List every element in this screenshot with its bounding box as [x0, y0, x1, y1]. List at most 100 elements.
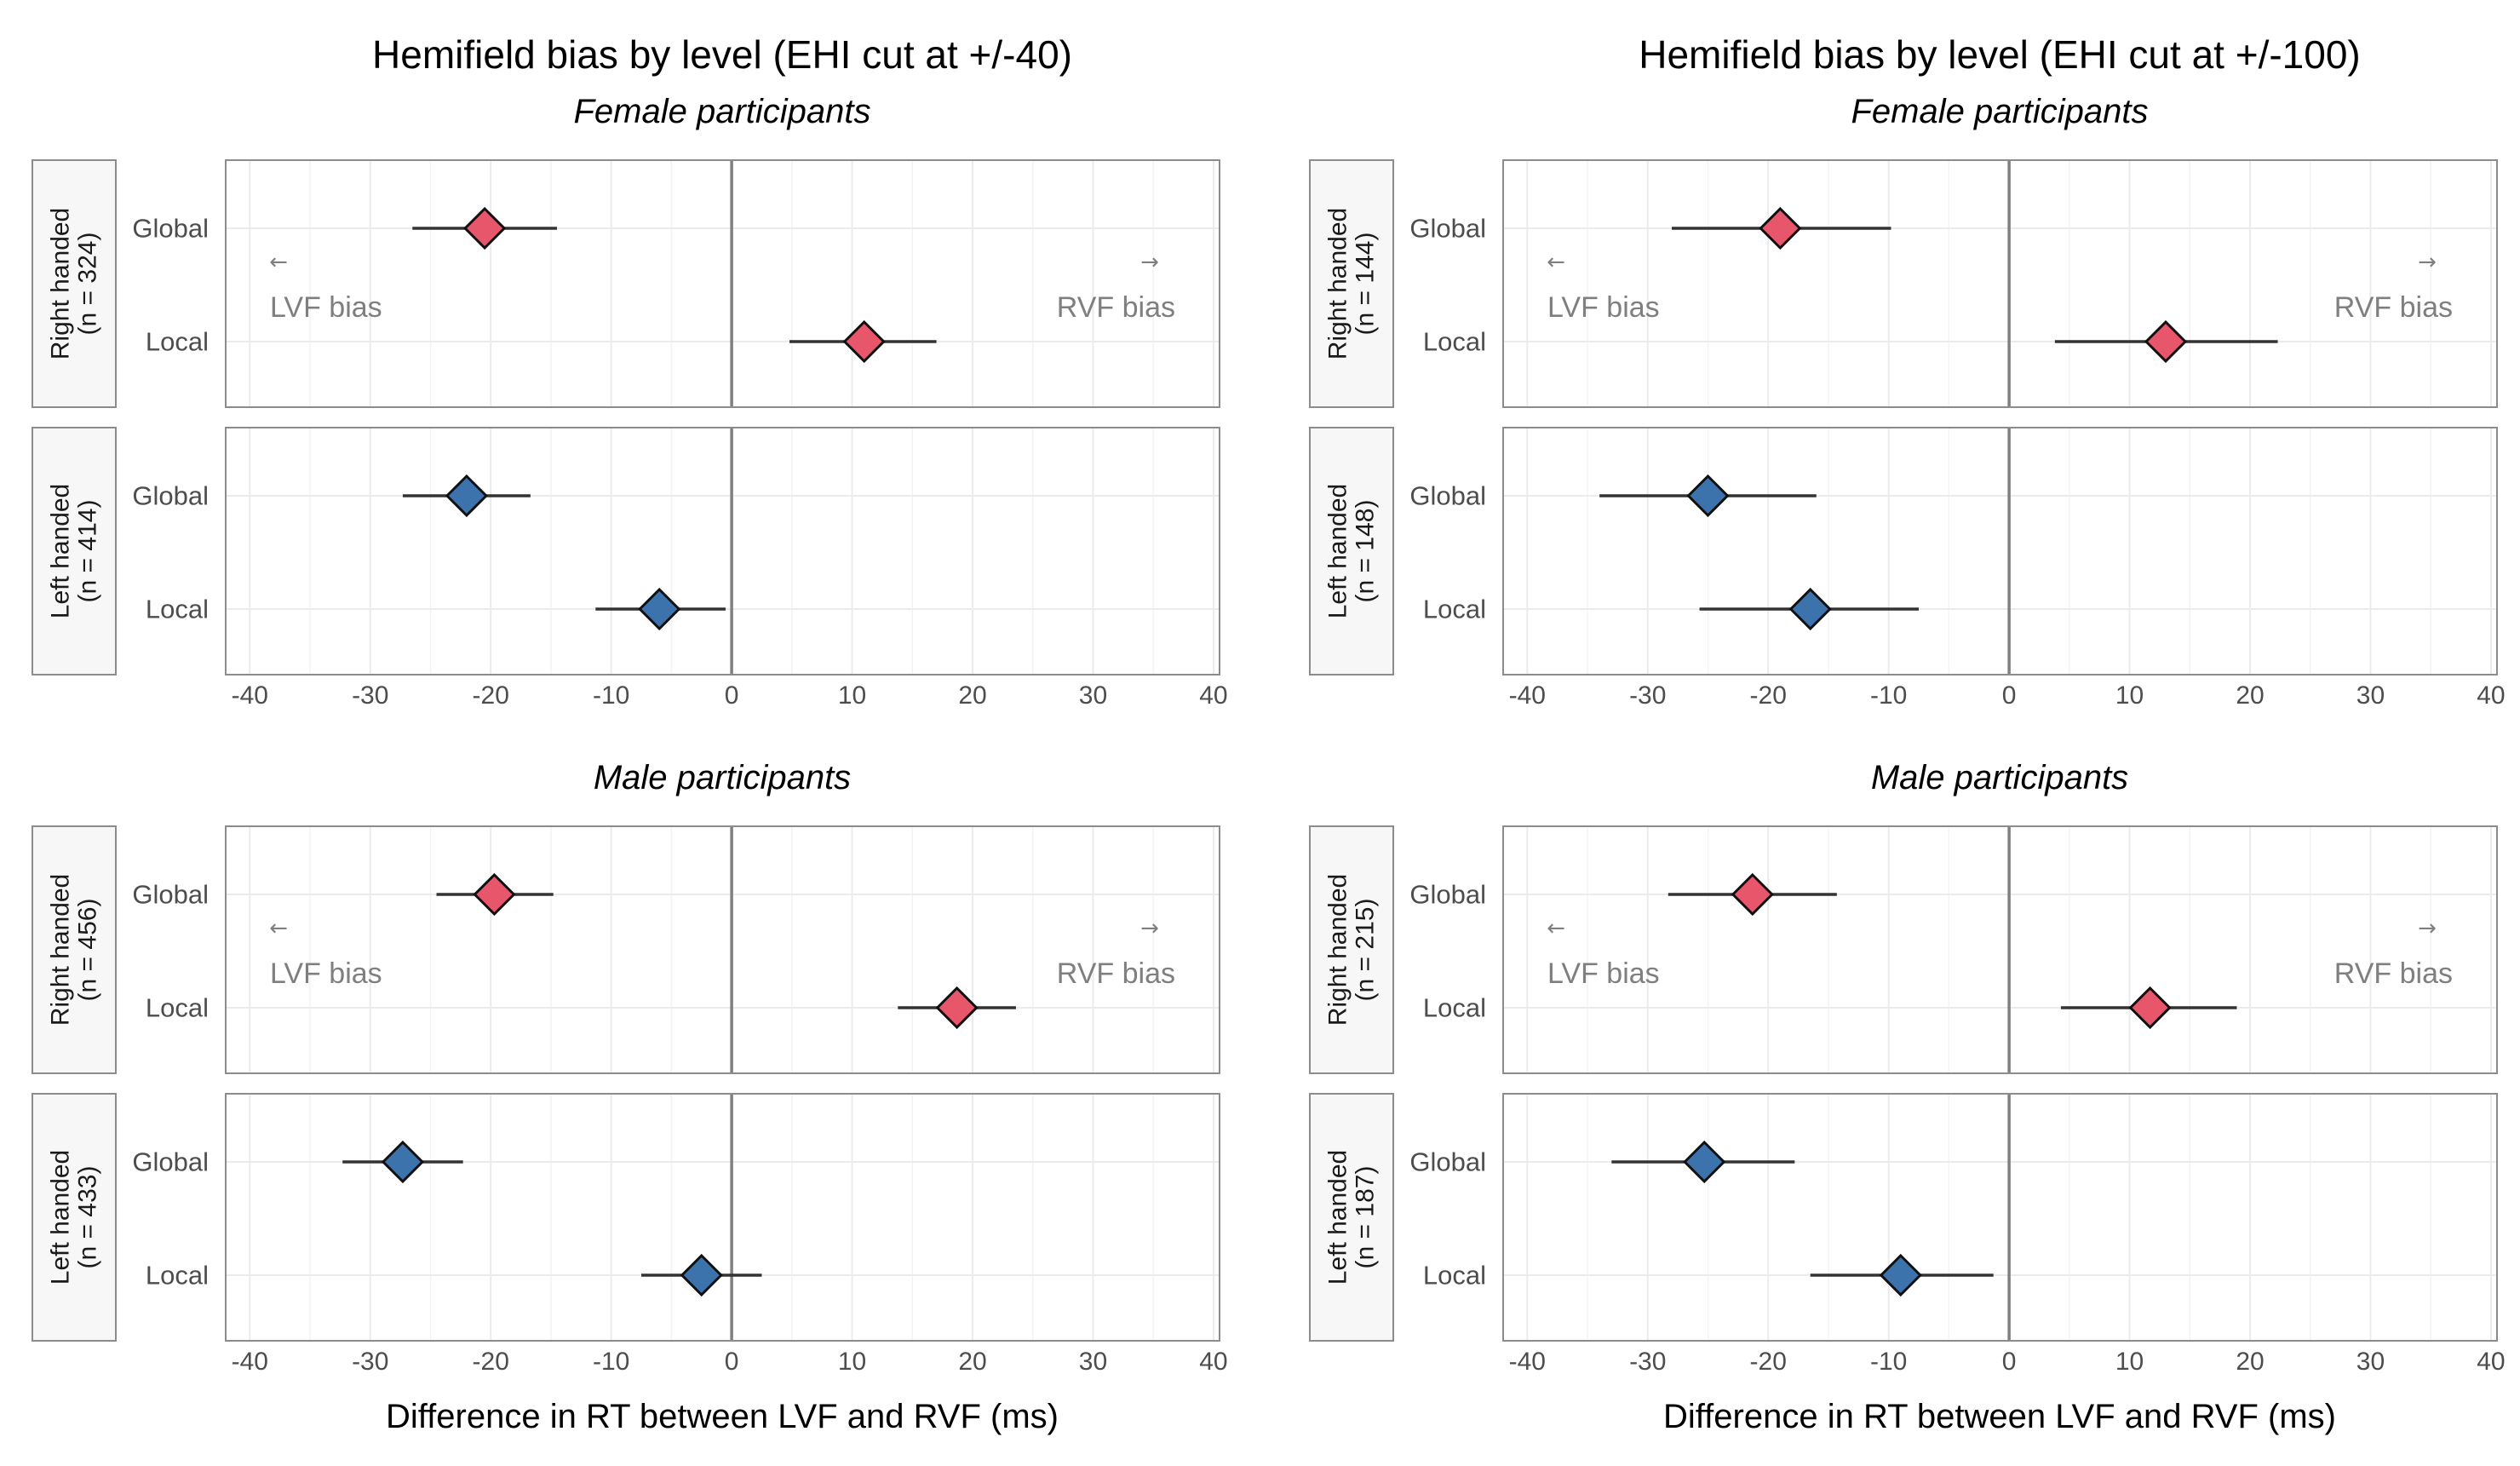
rvf-bias-annotation: RVF bias — [1057, 291, 1175, 324]
point-estimate-marker — [935, 986, 979, 1030]
facet-panel: Right handed (n = 456) Global Local ← → LVF bi… — [32, 825, 1220, 1074]
y-tick-label: Local — [1423, 993, 1486, 1023]
chart-title: Hemifield bias by level (EHI cut at +/-1… — [1639, 32, 2361, 77]
x-tick-label: -40 — [232, 1348, 268, 1376]
point-estimate-marker — [445, 474, 489, 518]
facet-strip — [32, 825, 117, 1074]
x-tick-label: 30 — [2356, 681, 2385, 710]
x-tick-label: -30 — [352, 681, 388, 710]
panel-border — [225, 825, 1220, 1074]
x-tick-label: 10 — [2115, 681, 2144, 710]
facet-strip-label: Left handed — [47, 484, 75, 618]
point-estimate-marker — [473, 872, 516, 917]
facet-strip-n: (n = 324) — [74, 233, 102, 336]
x-tick-label: 20 — [2236, 1348, 2264, 1376]
point-estimate-marker — [1788, 587, 1832, 631]
facet-panel: Left handed (n = 187) Global Local — [1309, 1093, 2498, 1342]
y-tick-label: Global — [1409, 481, 1486, 511]
panel-border — [1502, 825, 2498, 1074]
left-arrow-annotation: ← — [1547, 250, 1565, 275]
facet-strip — [1309, 1093, 1394, 1342]
facet-strip-n: (n = 215) — [1352, 899, 1380, 1002]
facet-panel: Left handed (n = 414) Global Local — [32, 427, 1220, 676]
point-estimate-marker — [2128, 986, 2172, 1030]
x-tick-label: -20 — [1750, 1348, 1787, 1376]
group-subtitle: Male participants — [1871, 759, 2128, 796]
facet-strip — [1309, 825, 1394, 1074]
facet-panel: Right handed (n = 324) Global Local ← → LVF bi… — [32, 159, 1220, 408]
panel-border — [1502, 427, 2498, 676]
x-tick-label: -40 — [1509, 681, 1546, 710]
lvf-bias-annotation: LVF bias — [270, 957, 382, 990]
facet-strip-n: (n = 456) — [74, 899, 102, 1002]
point-estimate-marker — [1686, 474, 1730, 518]
facet-panel: Right handed (n = 215) Global Local ← → LVF bi… — [1309, 825, 2498, 1074]
panel-border — [1502, 1093, 2498, 1342]
facet-strip — [32, 159, 117, 408]
x-tick-label: -30 — [1629, 1348, 1666, 1376]
y-tick-label: Global — [132, 1147, 209, 1177]
right-arrow-annotation: → — [2418, 250, 2437, 275]
y-tick-label: Global — [132, 880, 209, 910]
group-subtitle: Female participants — [573, 93, 870, 130]
facet-panel: Right handed (n = 144) Global Local ← → LVF bi… — [1309, 159, 2498, 408]
panel-border — [225, 427, 1220, 676]
chart-title: Hemifield bias by level (EHI cut at +/-4… — [372, 32, 1072, 77]
x-tick-label: 30 — [1079, 1348, 1107, 1376]
x-tick-label: -10 — [1870, 681, 1907, 710]
x-tick-label: 40 — [1199, 681, 1227, 710]
y-tick-label: Global — [132, 214, 209, 244]
x-tick-label: -40 — [232, 681, 268, 710]
y-tick-label: Local — [1423, 327, 1486, 357]
y-tick-label: Global — [1409, 214, 1486, 244]
y-tick-label: Local — [146, 1261, 209, 1291]
point-estimate-marker — [381, 1140, 425, 1184]
y-tick-label: Local — [1423, 595, 1486, 624]
point-estimate-marker — [2144, 319, 2188, 364]
x-tick-label: 20 — [2236, 681, 2264, 710]
point-estimate-marker — [463, 206, 507, 250]
x-tick-label: -10 — [1870, 1348, 1907, 1376]
panel-border — [225, 1093, 1220, 1342]
facet-strip — [1309, 427, 1394, 676]
facet-strip — [32, 1093, 117, 1342]
facet-strip-n: (n = 148) — [1352, 500, 1380, 603]
x-tick-label: -10 — [593, 681, 629, 710]
x-tick-label: 0 — [725, 681, 739, 710]
x-tick-label: 30 — [2356, 1348, 2385, 1376]
right-arrow-annotation: → — [1140, 250, 1159, 275]
x-tick-label: -20 — [473, 681, 509, 710]
rvf-bias-annotation: RVF bias — [2334, 957, 2453, 990]
facet-strip — [1309, 159, 1394, 408]
group-subtitle: Male participants — [594, 759, 851, 796]
point-estimate-marker — [1879, 1253, 1922, 1297]
facet-strip-label: Right handed — [1324, 874, 1352, 1026]
x-tick-label: -30 — [352, 1348, 388, 1376]
x-tick-label: -20 — [1750, 681, 1787, 710]
right-arrow-annotation: → — [1140, 916, 1159, 941]
facet-strip-label: Left handed — [47, 1150, 75, 1285]
facet-strip-n: (n = 433) — [74, 1166, 102, 1269]
y-tick-label: Global — [1409, 880, 1486, 910]
lvf-bias-annotation: LVF bias — [1547, 957, 1660, 990]
x-axis-label: Difference in RT between LVF and RVF (ms… — [1663, 1398, 2336, 1435]
facet-strip — [32, 427, 117, 676]
x-tick-label: 10 — [838, 1348, 866, 1376]
x-tick-label: -40 — [1509, 1348, 1546, 1376]
x-axis-label: Difference in RT between LVF and RVF (ms… — [386, 1398, 1059, 1435]
rvf-bias-annotation: RVF bias — [1057, 957, 1175, 990]
left-arrow-annotation: ← — [269, 916, 288, 941]
x-tick-label: 20 — [958, 1348, 986, 1376]
right-arrow-annotation: → — [2418, 916, 2437, 941]
x-tick-label: 0 — [2002, 681, 2017, 710]
x-tick-label: 40 — [1199, 1348, 1227, 1376]
panel-border — [1502, 159, 2498, 408]
facet-strip-label: Right handed — [47, 208, 75, 359]
lvf-bias-annotation: LVF bias — [1547, 291, 1660, 324]
point-estimate-marker — [1683, 1140, 1726, 1184]
x-tick-label: 10 — [2115, 1348, 2144, 1376]
facet-strip-label: Right handed — [47, 874, 75, 1026]
x-tick-label: 40 — [2477, 681, 2505, 710]
x-tick-label: 20 — [958, 681, 986, 710]
